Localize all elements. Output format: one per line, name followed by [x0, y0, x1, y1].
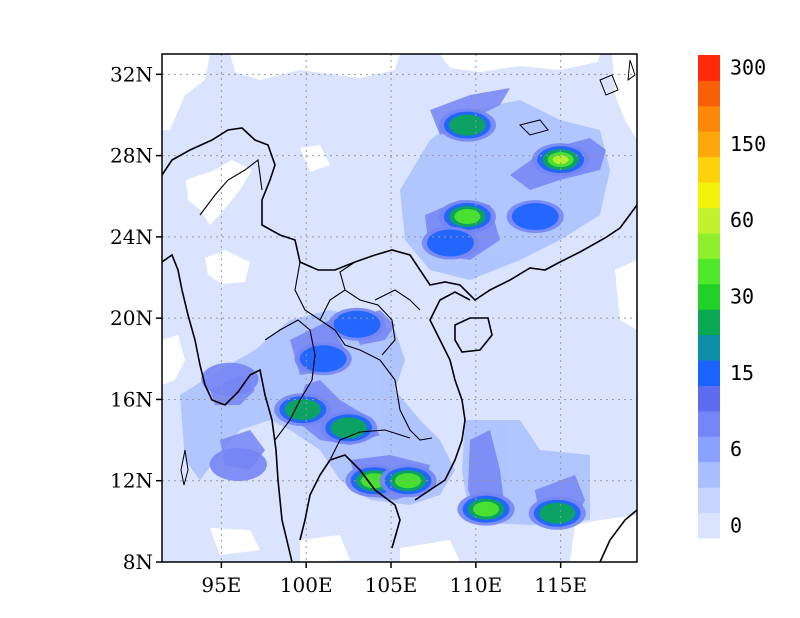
rain-blob	[457, 492, 515, 526]
colorbar-swatch	[698, 156, 720, 183]
gridlines	[162, 54, 637, 562]
rain-blob	[438, 108, 496, 142]
rain-blob	[320, 411, 378, 445]
colorbar-swatch	[698, 207, 720, 234]
rain-blob	[294, 342, 352, 376]
rain-blob	[438, 200, 496, 234]
colorbar-swatch	[698, 283, 720, 310]
lat-tick-label: 32N	[110, 62, 153, 86]
colorbar-label: 0	[730, 513, 742, 537]
latitude-axis: 8N 12N 16N 20N 24N 28N 32N	[110, 62, 162, 574]
lon-tick-label: 105E	[365, 573, 418, 597]
rain-blob	[528, 496, 586, 530]
colorbar-label: 6	[730, 437, 742, 461]
colorbar-swatch	[698, 309, 720, 336]
lat-tick-label: 28N	[110, 144, 153, 168]
colorbar-swatch	[698, 55, 720, 81]
colorbar-swatch	[698, 461, 720, 488]
rain-intensity-blobs	[201, 108, 590, 530]
rain-blob	[274, 393, 332, 427]
colorbar-label: 15	[730, 361, 754, 385]
map-plot-area	[162, 54, 637, 562]
colorbar-swatch	[698, 334, 720, 361]
colorbar-label: 30	[730, 285, 754, 309]
colorbar-swatch	[698, 131, 720, 158]
colorbar-swatch	[698, 385, 720, 412]
colorbar-swatch	[698, 105, 720, 132]
no-rain-areas	[162, 54, 637, 562]
rain-blob	[421, 226, 479, 260]
colorbar-label: 300	[730, 56, 766, 80]
colorbar-swatch	[698, 258, 720, 285]
lon-tick-label: 95E	[201, 573, 241, 597]
colorbar-swatch	[698, 512, 720, 539]
colorbar-label: 150	[730, 132, 766, 156]
rain-blob	[209, 447, 267, 481]
lon-tick-label: 115E	[534, 573, 587, 597]
islands	[180, 59, 636, 486]
rain-blob	[201, 362, 259, 396]
colorbar-swatch	[698, 360, 720, 386]
lat-tick-label: 20N	[110, 306, 153, 330]
colorbar: 0 6 15 30 60 150 300	[698, 55, 766, 539]
lat-tick-label: 8N	[123, 550, 153, 574]
lat-tick-label: 16N	[110, 387, 153, 411]
longitude-axis: 95E 100E 105E 110E 115E	[201, 562, 587, 597]
country-borders	[199, 158, 433, 461]
colorbar-swatch	[698, 182, 720, 209]
coastlines	[162, 127, 637, 562]
rain-blob	[379, 464, 437, 498]
colorbar-label: 60	[730, 208, 754, 232]
colorbar-swatch	[698, 232, 720, 259]
colorbar-swatch	[698, 436, 720, 463]
colorbar-swatch	[698, 410, 720, 437]
rain-blob	[532, 143, 590, 177]
rain-blob	[506, 200, 564, 234]
colorbar-swatch	[698, 487, 720, 514]
colorbar-swatch	[698, 80, 720, 107]
lat-tick-label: 12N	[110, 469, 153, 493]
lon-tick-label: 100E	[280, 573, 333, 597]
lon-tick-label: 110E	[449, 573, 502, 597]
rain-blob	[328, 307, 386, 341]
plot-frame	[161, 53, 638, 563]
lat-tick-label: 24N	[110, 225, 153, 249]
